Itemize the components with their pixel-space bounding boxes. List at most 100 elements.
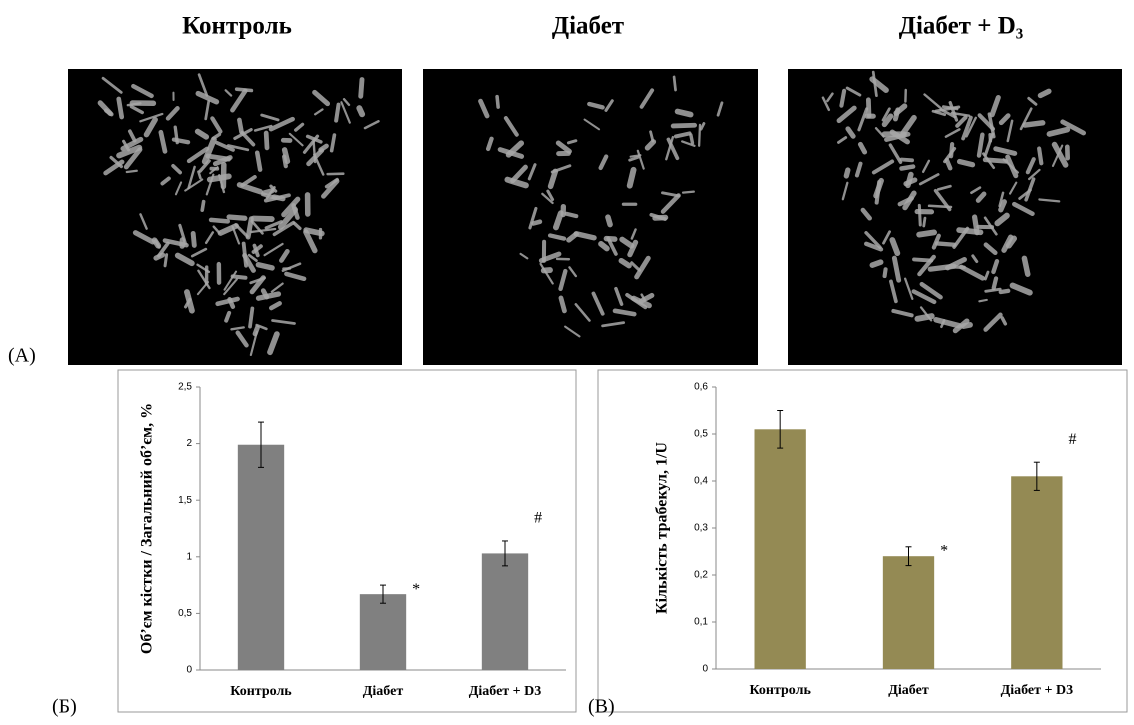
trabecula	[155, 240, 159, 245]
trabecula	[285, 150, 288, 162]
trabecula	[566, 214, 576, 216]
trabecula	[255, 328, 257, 334]
trabecula	[1025, 123, 1043, 125]
x-tick-label: Контроль	[749, 683, 811, 698]
trabecula	[119, 99, 122, 117]
y-tick-label: 0,4	[694, 476, 708, 487]
y-tick-label: 1,5	[178, 495, 192, 506]
trabecula	[230, 299, 233, 306]
trabecula	[943, 107, 957, 109]
trabecula	[321, 146, 327, 150]
annotation: #	[534, 510, 542, 527]
trabecula	[211, 220, 228, 221]
annotation: #	[1069, 431, 1077, 448]
trabecula	[250, 308, 252, 326]
trabecula	[914, 259, 931, 260]
trabecula	[917, 316, 931, 319]
panel-label: (A)	[8, 345, 36, 367]
column-title: Діабет + D₃	[899, 13, 1024, 40]
y-tick-label: 0,5	[694, 429, 708, 440]
trabecula	[226, 313, 229, 321]
trabecula	[237, 89, 252, 90]
trabecula	[266, 133, 267, 148]
trabecula	[924, 218, 925, 226]
y-tick-label: 0,5	[178, 608, 192, 619]
y-tick-label: 0	[702, 664, 708, 675]
trabecula	[902, 167, 914, 169]
trabecula	[601, 244, 607, 249]
trabecula	[630, 170, 634, 186]
trabecula	[608, 217, 610, 224]
bar	[482, 553, 528, 670]
trabecula	[872, 262, 880, 265]
trabecula	[919, 205, 920, 225]
trabecula	[1039, 149, 1041, 164]
annotation: *	[940, 542, 948, 559]
trabecula	[361, 80, 362, 97]
column-title: Діабет	[552, 13, 624, 40]
trabecula	[314, 142, 316, 162]
trabecula	[937, 243, 954, 244]
trabecula	[994, 278, 996, 288]
x-tick-label: Діабет	[363, 684, 404, 699]
x-tick-label: Діабет + D3	[1001, 683, 1074, 698]
y-tick-label: 2	[186, 438, 192, 449]
trabecula	[229, 217, 245, 218]
y-tick-label: 0,2	[694, 570, 708, 581]
trabecula	[868, 100, 869, 116]
bar	[883, 556, 934, 669]
figure: Контроль Діабет Діабет + D₃ (A) (Б) (В) …	[0, 0, 1134, 720]
trabecula	[561, 298, 564, 311]
trabecula	[258, 265, 272, 268]
trabecula	[615, 311, 634, 314]
trabecula	[233, 276, 246, 277]
trabecula	[257, 153, 260, 170]
column-title: Контроль	[182, 13, 292, 40]
bar	[1011, 476, 1062, 669]
panel-label: (В)	[588, 696, 615, 718]
trabecula	[947, 160, 950, 168]
trabecula	[674, 77, 675, 90]
trabecula	[975, 217, 977, 233]
trabecula	[908, 174, 911, 185]
y-tick-label: 2,5	[178, 382, 192, 393]
y-tick-label: 0,3	[694, 523, 708, 534]
trabecula	[336, 105, 338, 121]
bar	[238, 445, 284, 670]
trabecula	[846, 170, 848, 176]
trabecula	[359, 108, 362, 114]
y-tick-label: 0	[186, 665, 192, 676]
trabecula	[1024, 258, 1027, 274]
annotation: *	[412, 581, 420, 598]
bar	[360, 594, 406, 670]
trabecula	[919, 232, 934, 234]
trabecula	[253, 218, 271, 219]
x-tick-label: Діабет + D3	[469, 684, 542, 699]
trabecula	[901, 160, 912, 161]
trabecula	[497, 97, 498, 107]
x-tick-label: Діабет	[888, 683, 929, 698]
panel-label: (Б)	[52, 696, 77, 718]
trabecula	[1001, 291, 1008, 292]
trabecula	[264, 191, 272, 193]
trabecula	[683, 192, 694, 193]
trabecula	[691, 135, 693, 143]
bar	[755, 429, 806, 669]
trabecula	[1009, 239, 1014, 246]
y-axis-label: Кількість трабекул, 1/U	[654, 442, 671, 614]
trabecula	[673, 125, 694, 126]
trabecula	[964, 325, 970, 326]
trabecula	[174, 140, 188, 143]
y-tick-label: 1	[186, 551, 192, 562]
trabecula	[699, 125, 700, 146]
x-tick-label: Контроль	[230, 684, 292, 699]
trabecula	[568, 141, 575, 143]
trabecula	[127, 171, 137, 172]
y-tick-label: 0,6	[694, 382, 708, 393]
trabecula	[202, 202, 203, 211]
trabecula	[193, 233, 194, 245]
trabecula	[239, 120, 241, 132]
trabecula	[208, 156, 229, 159]
y-axis-label: Об’єм кістки / Загальний об’єм, %	[139, 403, 156, 654]
trabecula	[841, 91, 844, 106]
